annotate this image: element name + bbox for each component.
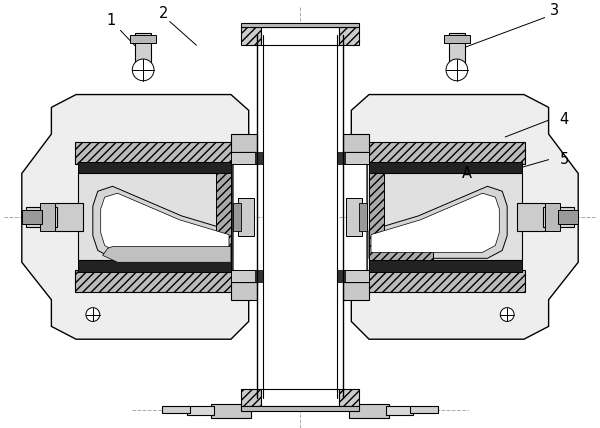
Bar	[75, 142, 233, 163]
Bar	[542, 207, 574, 227]
Bar	[241, 389, 260, 406]
Bar	[346, 198, 362, 236]
Bar	[340, 389, 359, 406]
Bar	[359, 203, 367, 231]
Circle shape	[86, 308, 100, 321]
Bar	[254, 270, 263, 282]
Bar	[40, 203, 55, 231]
Bar	[343, 282, 369, 300]
Polygon shape	[352, 95, 578, 339]
Bar	[337, 152, 346, 163]
Bar	[22, 210, 41, 224]
Bar	[78, 173, 231, 260]
Bar	[55, 203, 83, 231]
Circle shape	[500, 308, 514, 321]
Bar	[241, 27, 260, 45]
Bar	[343, 270, 369, 282]
Polygon shape	[167, 173, 231, 260]
Bar	[367, 270, 525, 292]
Bar	[449, 33, 465, 65]
Polygon shape	[371, 193, 499, 253]
Polygon shape	[93, 186, 231, 259]
Bar	[260, 389, 340, 406]
Bar	[233, 203, 241, 231]
Bar	[369, 162, 522, 173]
Text: 3: 3	[550, 3, 559, 18]
Bar	[367, 142, 525, 163]
Polygon shape	[369, 173, 433, 260]
Text: A: A	[462, 166, 472, 181]
Bar	[545, 203, 560, 231]
Bar	[231, 270, 257, 282]
Text: 1: 1	[106, 13, 115, 28]
Circle shape	[446, 59, 468, 81]
Bar	[187, 406, 214, 415]
Bar	[26, 207, 58, 227]
Bar	[343, 134, 369, 152]
Bar	[231, 134, 257, 152]
Bar	[238, 198, 254, 236]
Bar	[231, 152, 257, 163]
Bar	[559, 210, 578, 224]
Bar	[162, 406, 190, 413]
Bar	[369, 260, 522, 272]
Bar	[241, 406, 359, 411]
Bar	[260, 27, 340, 45]
Bar	[386, 406, 413, 415]
Bar	[337, 270, 346, 282]
Bar	[211, 404, 251, 418]
Bar	[241, 23, 359, 27]
Bar	[340, 27, 359, 45]
Bar	[231, 282, 257, 300]
Bar	[75, 270, 233, 292]
Bar	[517, 203, 545, 231]
Bar	[78, 260, 231, 272]
Bar	[349, 404, 389, 418]
Bar	[444, 36, 470, 43]
Polygon shape	[369, 186, 507, 259]
Bar	[410, 406, 438, 413]
Text: 5: 5	[559, 152, 569, 167]
Bar	[78, 162, 231, 173]
Polygon shape	[22, 95, 248, 339]
Bar	[130, 36, 156, 43]
Circle shape	[132, 59, 154, 81]
Bar	[369, 173, 522, 260]
Polygon shape	[101, 193, 229, 253]
Bar	[343, 152, 369, 163]
Bar	[263, 36, 337, 398]
Polygon shape	[103, 247, 231, 262]
Text: 4: 4	[559, 112, 569, 127]
Text: 2: 2	[159, 6, 169, 21]
Bar	[254, 152, 263, 163]
Bar	[135, 33, 151, 65]
